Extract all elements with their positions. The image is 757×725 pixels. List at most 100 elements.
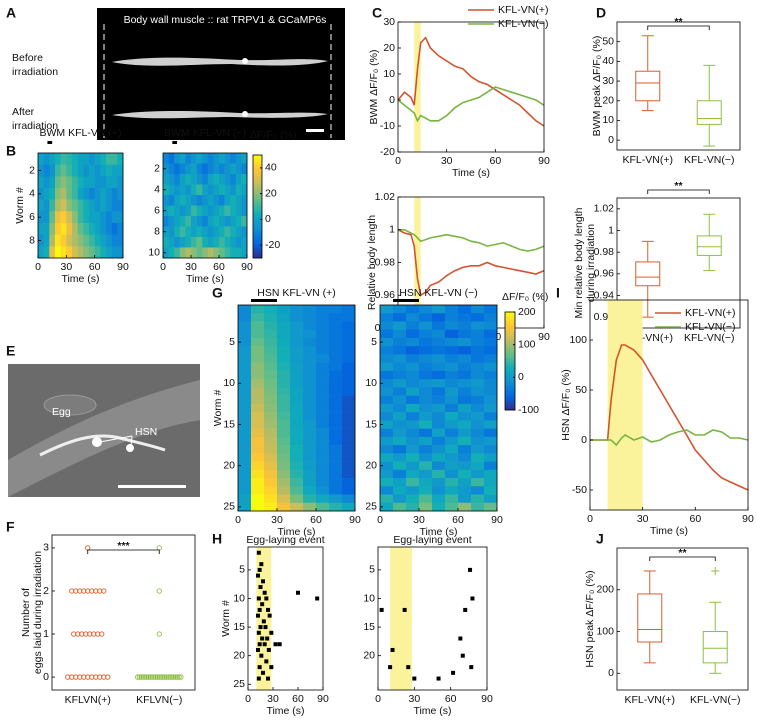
heatmap-cell — [179, 153, 186, 164]
heatmap-cell — [380, 502, 394, 512]
colorbar-step — [505, 396, 515, 399]
heatmap-cell — [484, 329, 498, 339]
heatmap-cell — [342, 453, 356, 462]
heatmap-cell — [235, 195, 242, 206]
event-marker — [269, 630, 274, 635]
heatmap-cell — [235, 205, 242, 217]
heatmap-cell — [445, 370, 459, 380]
heatmap-cell — [235, 226, 242, 238]
heatmap-cell — [191, 226, 197, 238]
colorbar-step — [505, 349, 515, 352]
heatmap-cell — [191, 195, 197, 206]
heatmap-cell — [111, 164, 118, 177]
heatmap-cell — [432, 436, 446, 446]
heatmap-cell — [380, 428, 394, 438]
colorbar-step — [505, 313, 515, 317]
heatmap-cell — [303, 494, 317, 504]
heatmap-cell — [432, 403, 446, 413]
heatmap-cell — [277, 445, 291, 454]
x-tick-label: 60 — [689, 513, 701, 525]
heatmap-cell — [303, 354, 317, 363]
dot — [151, 674, 157, 680]
colorbar-step — [253, 210, 262, 213]
heatmap-cell — [179, 247, 186, 259]
heatmap-cell — [230, 184, 237, 196]
y-tick-label: 100 — [596, 625, 614, 637]
x-axis-label: Time (s) — [266, 705, 304, 717]
heatmap-cell — [235, 153, 242, 164]
heatmap-cell — [445, 420, 459, 429]
heatmap-cell — [100, 164, 107, 177]
heatmap-cell — [238, 428, 252, 438]
heatmap-cell — [219, 195, 225, 206]
heatmap-cell — [77, 164, 84, 177]
colorbar-step — [253, 214, 262, 218]
heatmap-cell — [230, 205, 237, 217]
heatmap-cell — [49, 223, 56, 235]
heatmap-cell — [185, 184, 192, 196]
event-marker — [256, 596, 261, 601]
x-axis-label: Time (s) — [277, 526, 315, 538]
heatmap-cell — [251, 321, 265, 331]
colorbar-step — [253, 190, 262, 193]
heatmap-cell — [484, 346, 498, 355]
heatmap-cell — [219, 153, 225, 164]
heatmap-cell — [419, 461, 433, 471]
heatmap-cell — [238, 436, 252, 446]
heatmap-cell — [277, 337, 291, 347]
heatmap-cell — [213, 216, 220, 227]
heatmap-cell — [445, 313, 459, 322]
heatmap-cell — [316, 445, 330, 454]
heatmap-cell — [316, 346, 330, 355]
heatmap-cell — [329, 313, 343, 322]
colorbar-step — [253, 231, 262, 234]
significance-label: *** — [117, 540, 130, 552]
heatmap-cell — [111, 234, 118, 247]
y-tick-label: 10 — [602, 114, 614, 126]
y-tick-label: 40 — [602, 55, 614, 67]
y-tick-label: 0 — [581, 434, 587, 446]
heatmap-cell — [329, 362, 343, 372]
heatmap-cell — [471, 354, 485, 363]
heatmap-cell — [38, 246, 44, 259]
colorbar-step — [253, 249, 262, 253]
heatmap-cell — [202, 174, 209, 185]
colorbar-step — [505, 325, 515, 328]
heatmap-cell — [207, 195, 214, 206]
heatmap-cell — [303, 395, 317, 405]
colorbar-step — [253, 216, 262, 220]
heatmap-cell — [168, 247, 175, 259]
colorbar-step — [505, 364, 515, 368]
panel-label: C — [372, 5, 382, 21]
heatmap-cell — [277, 395, 291, 405]
heatmap-cell — [484, 420, 498, 429]
heatmap-cell — [303, 412, 317, 421]
event-marker — [267, 613, 272, 618]
event-marker — [402, 607, 407, 612]
heatmap-cell — [89, 153, 95, 165]
colorbar-step — [505, 329, 515, 332]
heatmap-cell — [230, 247, 237, 259]
heatmap-cell — [484, 502, 498, 512]
heatmap-cell — [432, 478, 446, 487]
heatmap-cell — [202, 247, 209, 259]
heatmap-cell — [238, 445, 252, 454]
heatmap-cell — [191, 247, 197, 259]
heatmap-cell — [241, 226, 248, 238]
stimulus-bar — [47, 141, 53, 144]
heatmap-cell — [43, 199, 50, 212]
heatmap-cell — [342, 403, 356, 413]
heatmap-cell — [251, 370, 265, 380]
heatmap-cell — [380, 469, 394, 479]
event-marker — [262, 590, 267, 595]
colorbar-step — [505, 327, 515, 330]
heatmap-cell — [277, 305, 291, 314]
heatmap-cell — [393, 346, 407, 355]
heatmap-cell — [277, 321, 291, 331]
box — [635, 70, 661, 102]
event-marker — [460, 653, 465, 658]
heatmap-cell — [419, 313, 433, 322]
heatmap-cell — [277, 436, 291, 446]
heatmap-cell — [277, 502, 291, 512]
heatmap-cell — [484, 469, 498, 479]
